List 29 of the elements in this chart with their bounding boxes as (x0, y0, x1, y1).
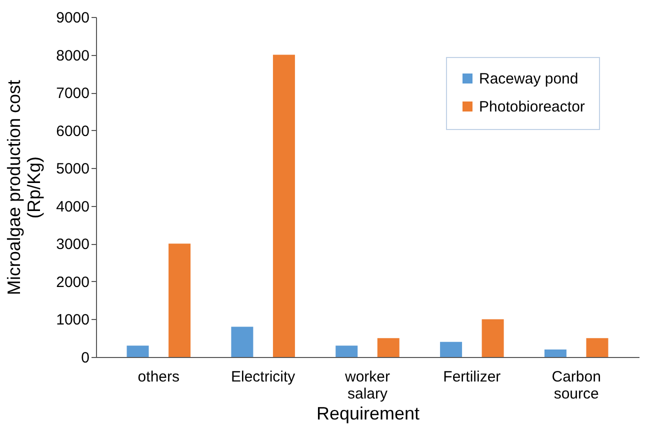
y-tick-label: 8000 (56, 47, 90, 64)
y-tick-label: 9000 (56, 10, 90, 26)
y-tick-label: 2000 (56, 274, 90, 291)
y-tick-label: 3000 (56, 236, 90, 254)
x-tick-label: Carbon source (552, 368, 601, 402)
y-tick-label: 1000 (56, 312, 90, 329)
bar (126, 346, 149, 357)
bar (168, 244, 191, 357)
y-tick-label: 0 (81, 350, 90, 366)
bar (336, 346, 358, 357)
y-axis-title: Microalgae production cost (Rp/Kg) (4, 80, 44, 296)
legend-label: Raceway pond (479, 70, 578, 88)
bar (272, 54, 295, 357)
y-tick-label: 5000 (56, 160, 90, 178)
x-tick-label: Fertilizer (443, 368, 501, 386)
x-tick-label: others (138, 368, 180, 386)
x-axis-title: Requirement (316, 404, 420, 424)
bar (586, 338, 608, 357)
bar (377, 338, 400, 357)
legend-label: Photobioreactor (479, 98, 585, 116)
x-tick-label: Electricity (230, 368, 296, 386)
bar (440, 342, 462, 357)
bar (482, 319, 504, 357)
y-tick-label: 7000 (56, 85, 90, 102)
bar (231, 326, 254, 357)
bar (544, 349, 566, 357)
y-tick-label: 6000 (56, 122, 90, 140)
x-tick-label: worker salary (344, 368, 390, 402)
y-tick-label: 4000 (56, 198, 90, 216)
